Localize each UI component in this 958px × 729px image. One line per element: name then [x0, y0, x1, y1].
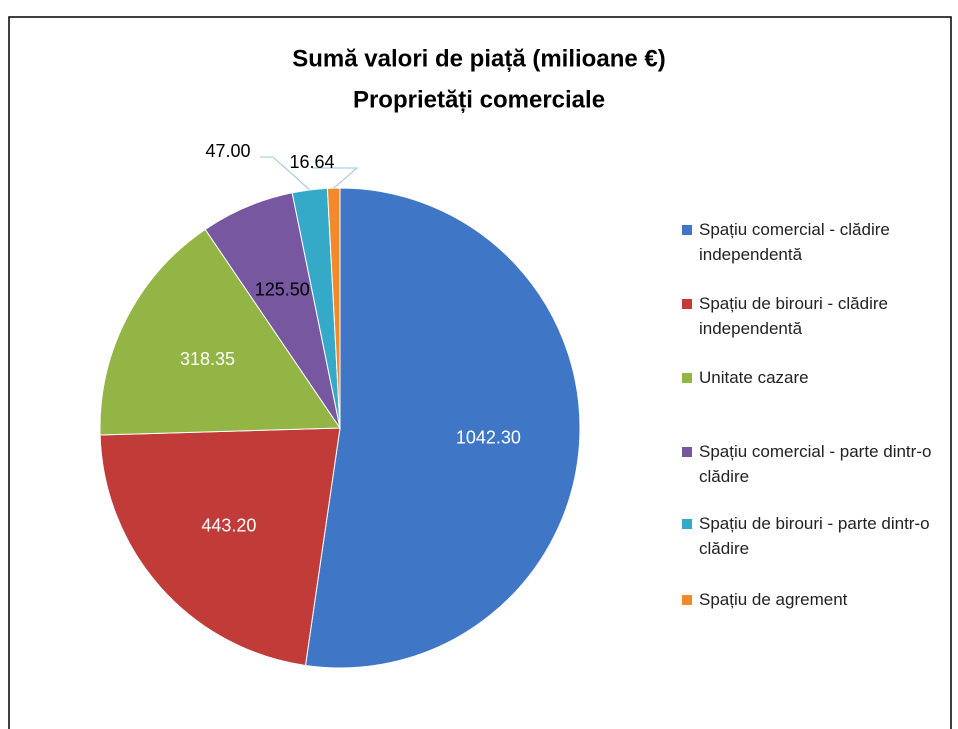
chart-title: Sumă valori de piață (milioane €) — [292, 45, 665, 72]
legend-label: Spațiu de agrement — [699, 590, 848, 609]
data-label: 16.64 — [289, 152, 334, 172]
chart-frame — [8, 16, 952, 729]
legend-item: Spațiu de birouri - parte dintr-o clădir… — [682, 511, 952, 561]
chart-subtitle: Proprietăți comerciale — [353, 86, 605, 113]
pie-slice — [99, 427, 341, 667]
legend-label: Spațiu de birouri - clădire independentă — [699, 294, 888, 338]
legend-item: Spațiu comercial - clădire independentă — [682, 217, 952, 267]
pie-slice — [326, 187, 341, 429]
pie-slice — [304, 187, 581, 669]
leader-line — [312, 167, 359, 189]
legend-item: Spațiu comercial - parte dintr-o clădire — [682, 439, 952, 489]
legend-label: Spațiu comercial - parte dintr-o clădire — [699, 442, 932, 486]
legend-item: Spațiu de agrement — [682, 587, 952, 612]
data-label: 443.20 — [201, 516, 256, 536]
legend-label: Unitate cazare — [699, 368, 809, 387]
legend-label: Spațiu comercial - clădire independentă — [699, 220, 890, 264]
legend-swatch — [682, 373, 692, 383]
data-label: 1042.30 — [456, 427, 521, 447]
pie-slice — [99, 228, 341, 436]
legend-swatch — [682, 519, 692, 529]
legend-item: Unitate cazare — [682, 365, 952, 390]
legend-swatch — [682, 595, 692, 605]
legend-label: Spațiu de birouri - parte dintr-o clădir… — [699, 514, 930, 558]
legend-item: Spațiu de birouri - clădire independentă — [682, 291, 952, 341]
legend-swatch — [682, 299, 692, 309]
legend-swatch — [682, 447, 692, 457]
legend-swatch — [682, 225, 692, 235]
data-label: 125.50 — [255, 280, 310, 300]
leader-line — [260, 156, 311, 191]
data-label: 318.35 — [180, 349, 235, 369]
data-label: 47.00 — [205, 141, 250, 161]
